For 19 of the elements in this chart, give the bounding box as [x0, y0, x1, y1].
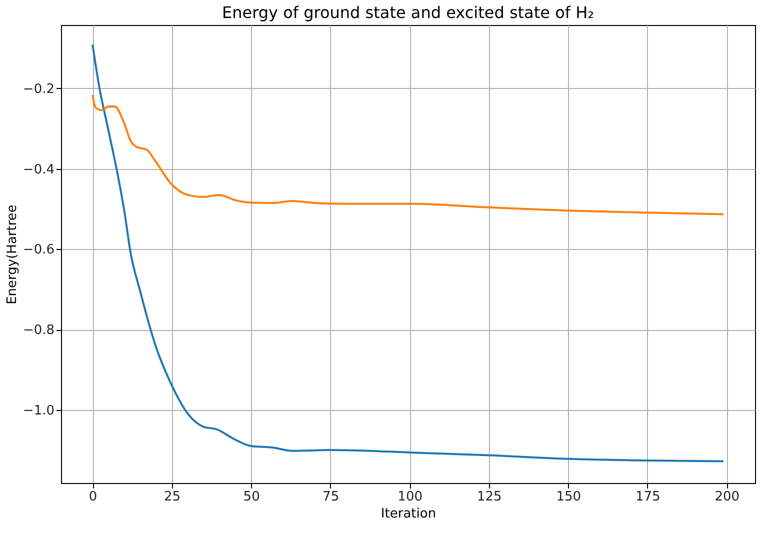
- y-tick-label: −0.8: [22, 323, 54, 338]
- y-axis-title: Energy(Hartree: [4, 204, 20, 304]
- x-tick-label: 0: [88, 490, 98, 504]
- x-tick-label: 100: [398, 490, 422, 504]
- y-tick-label: −0.4: [22, 162, 54, 178]
- line-series: [92, 94, 724, 216]
- y-tick-label: −0.2: [22, 82, 54, 97]
- x-tick-label: 175: [635, 490, 660, 504]
- x-tick-label: 25: [164, 490, 181, 504]
- x-axis-title: Iteration: [380, 506, 436, 522]
- x-tick-label: 150: [556, 490, 582, 504]
- x-tick-label: 200: [714, 490, 740, 504]
- line-series: [92, 44, 724, 462]
- x-tick-label: 125: [476, 490, 502, 504]
- y-tick-label: −0.6: [22, 242, 54, 258]
- y-tick-label: −1.0: [22, 403, 54, 418]
- chart-title: Energy of ground state and excited state of H₂: [222, 3, 594, 22]
- x-tick-label: 50: [243, 490, 260, 504]
- x-tick-label: 75: [322, 490, 340, 504]
